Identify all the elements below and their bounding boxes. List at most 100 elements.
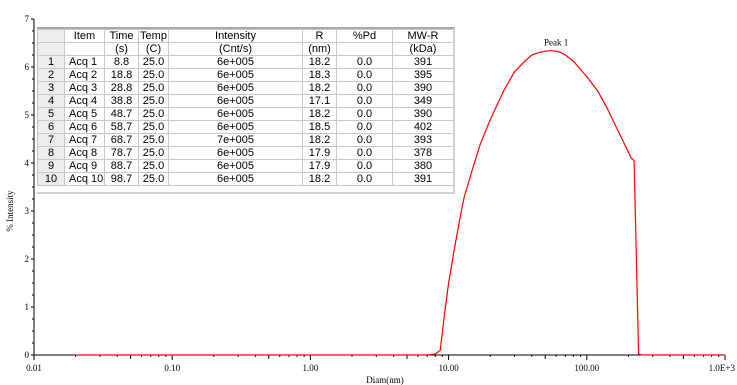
table-cell: 6e+005	[168, 81, 303, 95]
table-cell: 18.2	[302, 107, 337, 121]
table-cell: 88.7	[104, 159, 139, 173]
table-cell: 1	[37, 55, 65, 69]
table-cell: 68.7	[104, 133, 139, 147]
table-cell: 25.0	[138, 146, 169, 160]
table-cell: 393	[392, 133, 453, 147]
table-cell: 0.0	[336, 146, 393, 160]
table-row: 9 Acq 9 88.7 25.0 6e+005 17.9 0.0 380	[37, 159, 453, 173]
table-cell: 6e+005	[168, 159, 303, 173]
table-cell: 395	[392, 68, 453, 82]
table-cell: 0.0	[336, 172, 393, 186]
table-header-cell: Item	[64, 29, 105, 43]
table-row: 6 Acq 6 58.7 25.0 6e+005 18.5 0.0 402	[37, 120, 453, 134]
table-cell: 10	[37, 172, 65, 186]
table-cell: 25.0	[138, 120, 169, 134]
table-cell: 2	[37, 68, 65, 82]
table-row: 7 Acq 7 68.7 25.0 7e+005 18.2 0.0 393	[37, 133, 453, 147]
table-cell: 6e+005	[168, 55, 303, 69]
y-tick-label: 7	[25, 14, 30, 24]
table-cell: 4	[37, 94, 65, 108]
x-tick-label: 100.00	[574, 363, 599, 373]
table-header-unit-cell: (C)	[138, 42, 169, 56]
x-tick-label: 1.0E+3	[709, 363, 736, 373]
table-cell: 0.0	[336, 159, 393, 173]
table-header-unit-cell: (s)	[104, 42, 139, 56]
table-cell: 25.0	[138, 107, 169, 121]
x-tick-label: 1.00	[303, 363, 319, 373]
table-cell: 98.7	[104, 172, 139, 186]
table-cell: 9	[37, 159, 65, 173]
table-cell: 25.0	[138, 133, 169, 147]
y-tick-label: 6	[25, 62, 30, 72]
table-cell: 17.9	[302, 146, 337, 160]
table-cell: 48.7	[104, 107, 139, 121]
table-cell: Acq 4	[64, 94, 105, 108]
table-cell: 390	[392, 81, 453, 95]
table-cell: 25.0	[138, 55, 169, 69]
table-cell: 78.7	[104, 146, 139, 160]
table-cell: 0.0	[336, 68, 393, 82]
table-header-cell: Intensity	[168, 29, 303, 43]
table-row: 2 Acq 2 18.8 25.0 6e+005 18.3 0.0 395	[37, 68, 453, 82]
table-cell: 7	[37, 133, 65, 147]
table-row: 3 Acq 3 28.8 25.0 6e+005 18.2 0.0 390	[37, 81, 453, 95]
y-tick-label: 5	[25, 110, 30, 120]
table-cell: 18.2	[302, 81, 337, 95]
table-cell: Acq 6	[64, 120, 105, 134]
x-tick-label: 10.00	[438, 363, 459, 373]
table-cell: Acq 3	[64, 81, 105, 95]
acquisition-table: Item Time Temp Intensity R %Pd MW-R (s) (C) (Cnt…	[37, 29, 453, 186]
table-row: 4 Acq 4 38.8 25.0 6e+005 17.1 0.0 349	[37, 94, 453, 108]
y-tick-label: 4	[25, 158, 30, 168]
table-cell: 0.0	[336, 55, 393, 69]
table-cell: 0.0	[336, 133, 393, 147]
table-cell: 6e+005	[168, 172, 303, 186]
table-cell: 391	[392, 55, 453, 69]
table-header-unit-cell	[336, 42, 393, 56]
table-cell: Acq 2	[64, 68, 105, 82]
y-tick-label: 3	[25, 206, 30, 216]
y-tick-label: 2	[25, 254, 30, 264]
table-cell: 17.9	[302, 159, 337, 173]
table-cell: 378	[392, 146, 453, 160]
table-cell: 18.2	[302, 133, 337, 147]
table-cell: Acq 10	[64, 172, 105, 186]
table-cell: 6	[37, 120, 65, 134]
table-cell: 402	[392, 120, 453, 134]
table-cell: 25.0	[138, 68, 169, 82]
table-cell: 28.8	[104, 81, 139, 95]
table-cell: 0.0	[336, 94, 393, 108]
table-cell: 0.0	[336, 120, 393, 134]
table-cell: 349	[392, 94, 453, 108]
table-header-cell: MW-R	[392, 29, 453, 43]
table-cell: 6e+005	[168, 120, 303, 134]
table-cell: 38.8	[104, 94, 139, 108]
table-cell: 6e+005	[168, 68, 303, 82]
x-axis-label: Diam(nm)	[366, 375, 404, 385]
table-header-cell	[37, 29, 65, 43]
table-cell: Acq 5	[64, 107, 105, 121]
table-cell: 0.0	[336, 81, 393, 95]
table-cell: Acq 8	[64, 146, 105, 160]
table-cell: 3	[37, 81, 65, 95]
y-tick-label: 0	[25, 350, 30, 360]
intensity-line	[75, 50, 725, 356]
table-cell: Acq 1	[64, 55, 105, 69]
x-tick-label: 0.10	[164, 363, 180, 373]
table-header-unit-cell	[64, 42, 105, 56]
table-row: 1 Acq 1 8.8 25.0 6e+005 18.2 0.0 391	[37, 55, 453, 69]
table-header-unit-cell: (Cnt/s)	[168, 42, 303, 56]
table-cell: 6e+005	[168, 94, 303, 108]
table-cell: 25.0	[138, 81, 169, 95]
table-cell: 8	[37, 146, 65, 160]
table-cell: 6e+005	[168, 146, 303, 160]
table-cell: 18.5	[302, 120, 337, 134]
table-header-units-row: (s) (C) (Cnt/s) (nm) (kDa)	[37, 42, 453, 56]
table-cell: 5	[37, 107, 65, 121]
table-cell: 18.2	[302, 172, 337, 186]
table-cell: 25.0	[138, 172, 169, 186]
table-cell: 8.8	[104, 55, 139, 69]
table-header-unit-cell	[37, 42, 65, 56]
table-header-unit-cell: (kDa)	[392, 42, 453, 56]
